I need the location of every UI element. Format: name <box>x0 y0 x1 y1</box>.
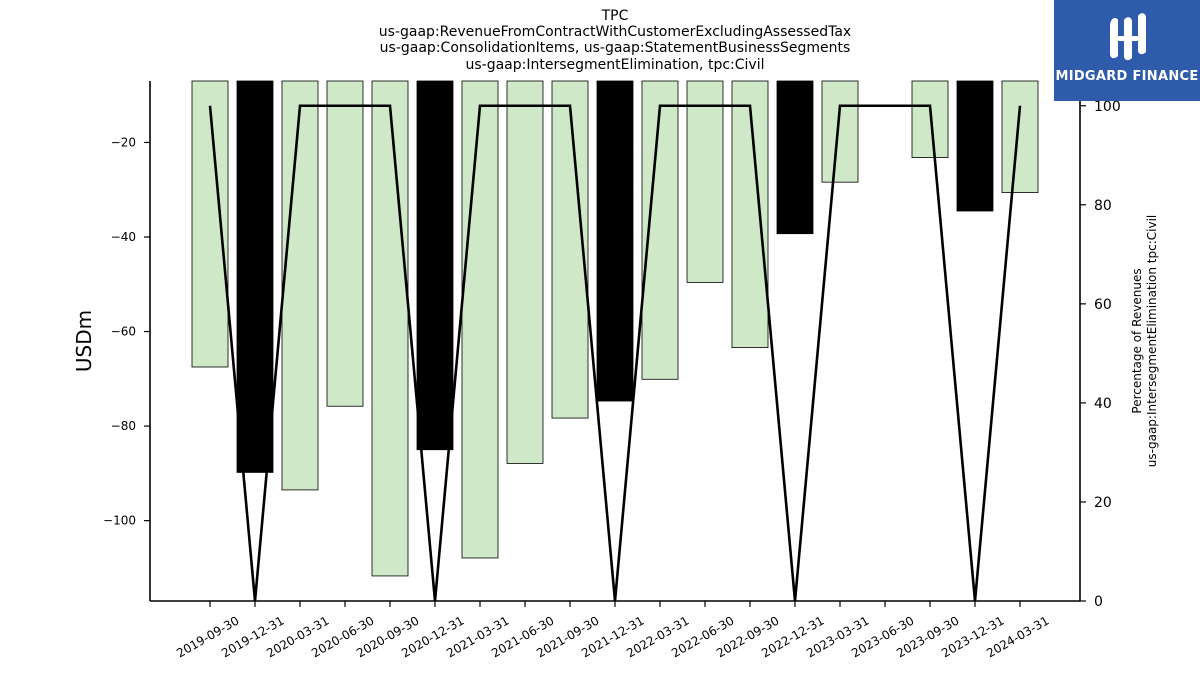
bar-2022-09-30 <box>731 80 769 349</box>
bar-series <box>191 80 1039 577</box>
chart-title-line-4: us-gaap:IntersegmentElimination, tpc:Civ… <box>466 57 765 73</box>
y2-tick-label: 80 <box>1094 198 1112 214</box>
y-tick-label: −60 <box>111 325 136 339</box>
bar-2024-03-31 <box>1001 80 1039 193</box>
logo-icon <box>1110 13 1146 61</box>
y2-axis-label-line-1: Percentage of Revenues <box>1130 268 1144 413</box>
chart-title-line-2: us-gaap:RevenueFromContractWithCustomerE… <box>379 24 851 40</box>
y2-tick-label: 40 <box>1094 396 1112 412</box>
y-tick-label: −80 <box>111 419 136 433</box>
bar-2019-09-30 <box>191 80 229 368</box>
bar-2019-12-31 <box>236 80 274 473</box>
y-tick-label: −40 <box>111 230 136 244</box>
bar-2021-12-31 <box>596 80 634 402</box>
y-tick-label: −100 <box>103 514 136 528</box>
chart-title: TPC us-gaap:RevenueFromContractWithCusto… <box>379 8 851 73</box>
y2-tick-label: 0 <box>1094 594 1103 610</box>
bar-2020-03-31 <box>281 80 319 491</box>
bar-2023-12-31 <box>956 80 994 212</box>
bar-2020-12-31 <box>416 80 454 451</box>
y2-axis-label-line-2: us-gaap:IntersegmentElimination tpc:Civi… <box>1145 215 1159 467</box>
bar-2020-06-30 <box>326 80 364 407</box>
bar-2021-06-30 <box>506 80 544 464</box>
bar-2022-06-30 <box>686 80 724 283</box>
y2-tick-label: 20 <box>1094 495 1112 511</box>
bar-2022-12-31 <box>776 80 814 235</box>
logo-badge: MIDGARD FINANCE <box>1054 0 1200 101</box>
y-tick-label: −20 <box>111 135 136 149</box>
chart-title-line-1: TPC <box>601 8 629 24</box>
bar-2021-03-31 <box>461 80 499 559</box>
y2-tick-label: 60 <box>1094 297 1112 313</box>
chart-title-line-3: us-gaap:ConsolidationItems, us-gaap:Stat… <box>380 40 851 56</box>
logo-text: MIDGARD FINANCE <box>1055 69 1199 84</box>
bar-2020-09-30 <box>371 80 409 577</box>
y2-axis-label: Percentage of Revenues us-gaap:Intersegm… <box>1130 215 1159 467</box>
y2-tick-label: 100 <box>1094 99 1121 115</box>
y-axis-label: USDm <box>72 310 96 372</box>
bar-2023-03-31 <box>821 80 859 183</box>
